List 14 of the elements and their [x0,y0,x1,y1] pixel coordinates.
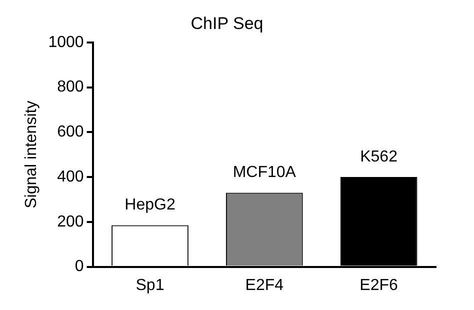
y-tick-label: 600 [57,124,84,141]
annotation: K562 [360,148,398,166]
y-tick-label: 400 [57,168,84,186]
y-tick-label: 0 [74,258,84,276]
x-tick-label: Sp1 [136,276,164,294]
y-axis-title: Signal intensity [23,100,40,208]
annotation: HepG2 [124,196,176,214]
x-tick-label: E2F6 [360,276,398,294]
y-tick-label: 200 [57,213,84,230]
y-tick-label: 800 [57,78,84,96]
chart-title: ChIP Seq [190,14,264,33]
x-tick-label: E2F4 [245,276,284,294]
annotation: MCF10A [232,164,296,182]
y-tick-label: 1000 [48,34,84,51]
